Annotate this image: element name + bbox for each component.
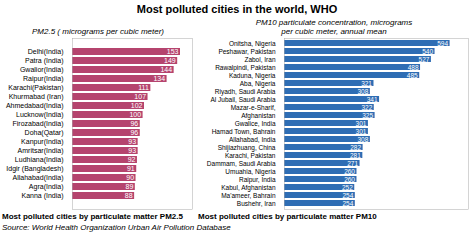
svg-text:485: 485 <box>407 72 418 79</box>
svg-text:Raipur, India: Raipur, India <box>239 176 276 184</box>
svg-text:Aba, Nigeria: Aba, Nigeria <box>240 80 276 88</box>
svg-text:594: 594 <box>437 40 448 47</box>
html-text:Most polluted cities in the wo: Most polluted cities in the world, WHO <box>136 3 338 15</box>
svg-text:Dammam, Saudi Arabia: Dammam, Saudi Arabia <box>207 160 276 167</box>
html-text:Source: World Health Organizat: Source: World Health Organization Urban … <box>2 223 231 232</box>
svg-text:89: 89 <box>126 183 134 190</box>
svg-text:Ahmedabad(India): Ahmedabad(India) <box>6 102 64 110</box>
svg-text:90: 90 <box>126 174 134 181</box>
svg-text:271: 271 <box>347 160 358 167</box>
svg-text:Umuahia, Nigeria: Umuahia, Nigeria <box>225 168 276 176</box>
svg-text:Zabol, Iran: Zabol, Iran <box>244 56 275 63</box>
svg-text:540: 540 <box>422 48 433 55</box>
svg-text:308: 308 <box>358 136 369 143</box>
svg-text:325: 325 <box>362 112 373 119</box>
svg-text:Allahabad(India): Allahabad(India) <box>13 174 64 182</box>
svg-text:100: 100 <box>129 111 141 118</box>
svg-text:Karachi(Pakistan): Karachi(Pakistan) <box>8 84 63 92</box>
html-text:Most polluted cities by partic: Most polluted cities by particulate matt… <box>198 212 377 221</box>
svg-text:Bushehr, Iran: Bushehr, Iran <box>237 200 276 207</box>
svg-text:260: 260 <box>344 176 355 183</box>
svg-text:Kabul, Afghanistan: Kabul, Afghanistan <box>221 184 276 192</box>
svg-text:254: 254 <box>342 200 353 207</box>
svg-text:Al Jubail, Saudi Arabia: Al Jubail, Saudi Arabia <box>210 96 275 103</box>
svg-text:Patra (India): Patra (India) <box>25 57 64 65</box>
svg-text:153: 153 <box>167 48 179 55</box>
svg-text:149: 149 <box>164 57 176 64</box>
svg-text:Gwalior(India): Gwalior(India) <box>20 66 64 74</box>
svg-text:488: 488 <box>408 64 419 71</box>
svg-text:Delhi(India): Delhi(India) <box>28 48 64 56</box>
svg-text:Gwalice, India: Gwalice, India <box>235 120 276 127</box>
svg-text:Amritsar(India): Amritsar(India) <box>18 147 64 155</box>
svg-text:107: 107 <box>134 93 146 100</box>
svg-text:96: 96 <box>130 120 138 127</box>
svg-text:Ma'ameer, Bahrain: Ma'ameer, Bahrain <box>221 192 276 199</box>
svg-text:Ludhiana(India): Ludhiana(India) <box>15 156 64 164</box>
svg-text:Khurmabad (Iran): Khurmabad (Iran) <box>9 93 64 101</box>
svg-text:Karachi, Pakistan: Karachi, Pakistan <box>225 152 276 159</box>
svg-text:96: 96 <box>130 129 138 136</box>
svg-text:Agra(India): Agra(India) <box>29 183 64 191</box>
svg-text:252: 252 <box>342 184 353 191</box>
svg-text:91: 91 <box>127 165 135 172</box>
svg-text:Mazar-e-Sharif,: Mazar-e-Sharif, <box>231 104 276 111</box>
svg-text:134: 134 <box>153 75 165 82</box>
svg-text:88: 88 <box>125 192 133 199</box>
svg-text:Hamad Town, Bahrain: Hamad Town, Bahrain <box>212 128 276 135</box>
svg-text:93: 93 <box>128 147 136 154</box>
svg-text:102: 102 <box>131 102 143 109</box>
svg-text:301: 301 <box>356 120 367 127</box>
svg-text:341: 341 <box>367 96 378 103</box>
svg-text:301: 301 <box>356 128 367 135</box>
svg-text:144: 144 <box>160 66 172 73</box>
svg-text:Rawalpindi, Pakistan: Rawalpindi, Pakistan <box>215 64 276 72</box>
svg-text:Shijiazhuang, China: Shijiazhuang, China <box>218 144 276 152</box>
svg-text:260: 260 <box>344 168 355 175</box>
svg-text:Kaduna, Nigeria: Kaduna, Nigeria <box>229 72 276 80</box>
svg-text:93: 93 <box>128 138 136 145</box>
svg-text:Raipur(India): Raipur(India) <box>23 75 63 83</box>
svg-text:111: 111 <box>138 84 149 91</box>
svg-text:Kanna (India): Kanna (India) <box>21 192 63 200</box>
svg-text:Firozabad(India): Firozabad(India) <box>13 120 64 128</box>
svg-text:Doha(Qatar): Doha(Qatar) <box>25 129 64 137</box>
svg-text:281: 281 <box>350 152 361 159</box>
svg-text:Onitsha, Nigeria: Onitsha, Nigeria <box>229 40 276 48</box>
svg-text:Lucknow(India): Lucknow(India) <box>16 111 63 119</box>
html-text:PM2.5 ( micrograms per cubic m: PM2.5 ( micrograms per cubic meter) <box>32 27 164 36</box>
svg-text:282: 282 <box>350 144 361 151</box>
svg-text:Riyadh, Saudi Arabia: Riyadh, Saudi Arabia <box>215 88 276 96</box>
svg-text:Afghanistan: Afghanistan <box>241 112 276 120</box>
svg-text:322: 322 <box>361 104 372 111</box>
svg-text:Allahabad, India: Allahabad, India <box>229 136 276 143</box>
svg-text:Kanpur(India): Kanpur(India) <box>21 138 63 146</box>
svg-text:308: 308 <box>358 88 369 95</box>
svg-text:92: 92 <box>128 156 136 163</box>
svg-text:Peshawar, Pakistan: Peshawar, Pakistan <box>218 48 275 55</box>
svg-text:527: 527 <box>419 56 430 63</box>
svg-text:254: 254 <box>342 192 353 199</box>
svg-text:Idgir (Bangladesh): Idgir (Bangladesh) <box>6 165 63 173</box>
svg-text:321: 321 <box>361 80 372 87</box>
html-text:Most polluted cities by partic: Most polluted cities by particulate matt… <box>2 212 183 221</box>
html-text:PM10 particulate concentration: PM10 particulate concentration, microgra… <box>255 18 413 36</box>
